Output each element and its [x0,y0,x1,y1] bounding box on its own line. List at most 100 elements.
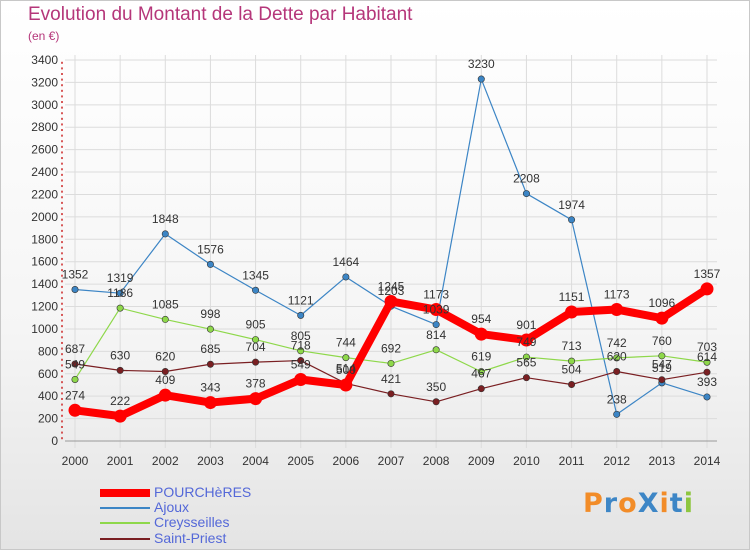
data-point-saint-priest [432,398,440,406]
x-tick-label: 2003 [197,454,224,468]
data-label-saint-priest: 614 [697,350,717,364]
data-label-ajoux: 1848 [152,212,179,226]
data-point-ajoux [297,311,305,319]
data-label-saint-priest: 704 [246,340,266,354]
data-label-saint-priest: 547 [652,358,672,372]
legend-swatch-pourcheres [100,489,150,497]
data-point-saint-priest [161,368,169,376]
data-label-saint-priest: 467 [471,367,491,381]
x-tick-label: 2004 [242,454,269,468]
x-tick-label: 2013 [649,454,676,468]
y-tick-label: 400 [38,389,58,403]
data-label-pourch-res: 1245 [378,279,405,293]
y-tick-label: 800 [38,344,58,358]
legend-swatch-creysseilles [100,522,150,524]
data-point-ajoux [568,216,576,224]
data-point-pourch-res [339,378,353,392]
data-point-pourch-res [610,303,624,317]
data-label-creysseilles: 1085 [152,297,179,311]
data-label-saint-priest: 421 [381,372,401,386]
y-tick-label: 1600 [31,255,58,269]
data-point-pourch-res [655,311,669,325]
data-point-creysseilles [658,352,666,360]
data-point-ajoux [252,286,260,294]
data-label-creysseilles: 814 [426,328,446,342]
y-tick-label: 2400 [31,165,58,179]
data-point-saint-priest [297,357,305,365]
data-point-ajoux [342,273,350,281]
data-point-creysseilles [206,325,214,333]
data-label-pourch-res: 901 [516,318,536,332]
y-tick-label: 3400 [31,53,58,67]
data-label-ajoux: 238 [607,392,627,406]
legend-swatch-saint-priest [100,538,150,540]
y-tick-label: 1800 [31,232,58,246]
data-point-creysseilles [522,353,530,361]
data-label-pourch-res: 343 [200,381,220,395]
y-tick-label: 1200 [31,300,58,314]
legend-label-pourcheres: POURCHèRES [154,484,252,500]
chart-title: Evolution du Montant de la Dette par Hab… [28,4,413,25]
legend-label-ajoux: Ajoux [154,499,190,515]
data-point-creysseilles [613,354,621,362]
data-label-creysseilles: 713 [562,339,582,353]
data-point-pourch-res [429,303,443,317]
data-point-saint-priest [387,390,395,398]
data-point-ajoux [206,260,214,268]
data-label-saint-priest: 687 [65,342,85,356]
data-point-ajoux [71,285,79,293]
y-tick-label: 2200 [31,187,58,201]
data-point-saint-priest [613,368,621,376]
x-tick-label: 2002 [152,454,179,468]
x-tick-label: 2010 [513,454,540,468]
data-label-pourch-res: 1173 [423,288,449,302]
data-label-creysseilles: 760 [652,334,672,348]
data-point-saint-priest [522,374,530,382]
data-label-creysseilles: 742 [607,336,627,350]
data-point-ajoux [116,289,124,297]
chart-subtitle: (en €) [28,29,60,43]
data-label-ajoux: 1345 [242,268,269,282]
y-tick-label: 1400 [31,277,58,291]
data-label-ajoux: 393 [697,375,717,389]
data-point-ajoux [613,410,621,418]
legend-swatch-ajoux [100,507,150,509]
data-point-pourch-res [249,392,263,406]
x-tick-label: 2001 [107,454,134,468]
legend-label-saint-priest: Saint-Priest [154,530,227,546]
data-point-ajoux [477,75,485,83]
data-point-saint-priest [206,360,214,368]
data-label-creysseilles: 998 [200,307,220,321]
x-tick-label: 2014 [694,454,721,468]
data-point-saint-priest [568,381,576,389]
data-label-pourch-res: 274 [65,388,85,402]
data-point-ajoux [522,190,530,198]
data-label-ajoux: 1576 [197,242,224,256]
data-label-saint-priest: 685 [200,342,220,356]
data-label-saint-priest: 718 [291,339,311,353]
data-point-pourch-res [158,388,172,402]
x-tick-label: 2005 [287,454,314,468]
data-label-pourch-res: 500 [336,363,356,377]
data-point-ajoux [703,393,711,401]
data-point-pourch-res [565,305,579,319]
y-tick-label: 200 [38,412,58,426]
y-tick-label: 2800 [31,120,58,134]
data-point-pourch-res [294,372,308,386]
data-point-creysseilles [116,304,124,312]
data-label-saint-priest: 350 [426,380,446,394]
data-label-saint-priest: 620 [155,350,175,364]
data-point-pourch-res [474,327,488,341]
data-point-pourch-res [203,396,217,410]
y-tick-label: 2000 [31,210,58,224]
y-tick-label: 0 [51,434,58,448]
data-label-creysseilles: 749 [516,335,536,349]
data-point-ajoux [161,230,169,238]
data-label-creysseilles: 805 [291,329,311,343]
legend-label-creysseilles: Creysseilles [154,514,230,530]
y-tick-label: 2600 [31,143,58,157]
data-label-saint-priest: 514 [336,361,356,375]
x-tick-label: 2006 [333,454,360,468]
data-label-ajoux: 2208 [513,172,540,186]
